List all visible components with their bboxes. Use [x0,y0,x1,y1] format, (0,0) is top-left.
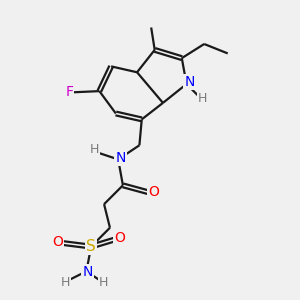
Text: O: O [114,231,125,245]
Text: H: H [198,92,207,105]
Text: H: H [90,143,99,157]
Text: N: N [116,151,126,164]
Text: S: S [86,238,96,253]
Text: H: H [99,276,108,289]
Text: O: O [148,185,159,199]
Text: N: N [184,75,194,89]
Text: O: O [52,235,63,249]
Text: N: N [82,266,93,280]
Text: F: F [65,85,73,99]
Text: H: H [61,276,70,289]
